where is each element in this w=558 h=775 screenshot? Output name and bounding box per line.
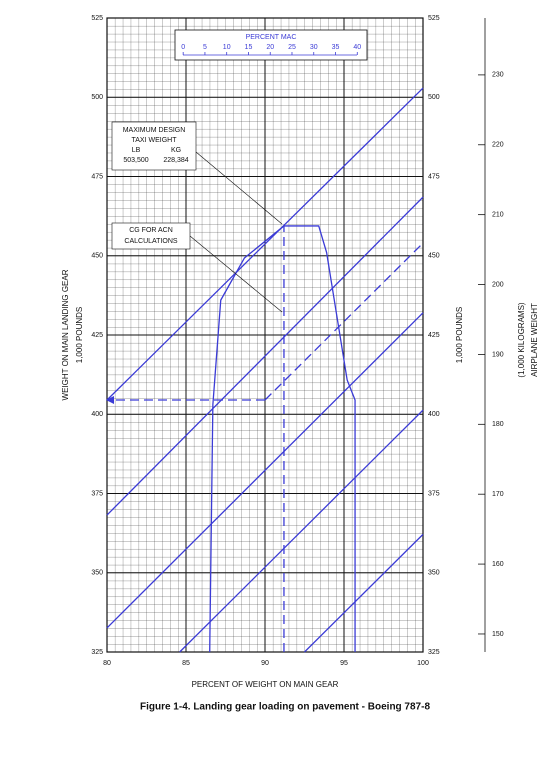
y-tick-label: 500 xyxy=(91,94,103,101)
y-tick-label: 400 xyxy=(91,411,103,418)
x-tick-label: 90 xyxy=(261,660,269,667)
y-right-tick-label: 375 xyxy=(428,490,440,497)
y-tick-label: 450 xyxy=(91,253,103,260)
x2-tick-label: 0 xyxy=(181,44,185,51)
marks xyxy=(106,17,424,653)
y2-axis-label: (1,000 KILOGRAMS) xyxy=(517,302,526,377)
annotation-text: TAXI WEIGHT xyxy=(132,137,178,144)
series-line xyxy=(264,242,424,401)
y2-tick-label: 180 xyxy=(492,421,504,428)
annotation-text: LB xyxy=(132,147,141,154)
annotation-text: CG FOR ACN xyxy=(129,227,173,234)
y2-tick-label: 220 xyxy=(492,142,504,149)
y2-tick-label: 230 xyxy=(492,72,504,79)
y-tick-label: 375 xyxy=(91,490,103,497)
y-right-label: 1,000 POUNDS xyxy=(455,307,464,363)
y-right-tick-label: 325 xyxy=(428,649,440,656)
y-right-tick-label: 450 xyxy=(428,253,440,260)
y-right-tick-label: 350 xyxy=(428,570,440,577)
annotation-text: 228,384 xyxy=(163,157,188,164)
x2-tick-label: 35 xyxy=(332,44,340,51)
x-tick-label: 95 xyxy=(340,660,348,667)
annotation-text: 503,500 xyxy=(123,157,148,164)
y2-tick-label: 160 xyxy=(492,561,504,568)
y2-axis-label: AIRPLANE WEIGHT xyxy=(530,303,539,377)
y2-tick-label: 170 xyxy=(492,491,504,498)
x-axis-label: PERCENT OF WEIGHT ON MAIN GEAR xyxy=(192,680,339,689)
series-line xyxy=(304,533,424,653)
y-tick-label: 475 xyxy=(91,173,103,180)
x2-tick-label: 5 xyxy=(203,44,207,51)
y2-tick-label: 210 xyxy=(492,212,504,219)
x2-tick-label: 25 xyxy=(288,44,296,51)
x2-label: PERCENT MAC xyxy=(246,34,297,41)
x2-tick-label: 40 xyxy=(353,44,361,51)
y-right-tick-label: 425 xyxy=(428,332,440,339)
y2-tick-label: 150 xyxy=(492,631,504,638)
y2-tick-label: 190 xyxy=(492,351,504,358)
y-tick-label: 525 xyxy=(91,15,103,22)
annotation-text: CALCULATIONS xyxy=(124,238,177,245)
x2-tick-label: 10 xyxy=(223,44,231,51)
series-line xyxy=(106,312,424,629)
series-line xyxy=(106,196,424,516)
annotation-text: KG xyxy=(171,147,181,154)
y-tick-label: 350 xyxy=(91,570,103,577)
y2-tick-label: 200 xyxy=(492,281,504,288)
x2-tick-label: 20 xyxy=(266,44,274,51)
series-line xyxy=(209,225,356,653)
y-right-tick-label: 475 xyxy=(428,173,440,180)
x-tick-label: 85 xyxy=(182,660,190,667)
leader-line xyxy=(189,235,283,313)
y-axis-label: WEIGHT ON MAIN LANDING GEAR xyxy=(61,269,70,400)
x-tick-label: 80 xyxy=(103,660,111,667)
x-tick-label: 100 xyxy=(417,660,429,667)
y-axis-label: 1,000 POUNDS xyxy=(75,307,84,363)
x2-tick-label: 30 xyxy=(310,44,318,51)
series-line xyxy=(106,87,424,401)
leader-line xyxy=(195,151,283,225)
annotation-box xyxy=(111,121,197,171)
x2-tick-label: 15 xyxy=(245,44,253,51)
y-tick-label: 325 xyxy=(91,649,103,656)
y-right-tick-label: 500 xyxy=(428,94,440,101)
y-right-tick-label: 400 xyxy=(428,411,440,418)
caption: Figure 1-4. Landing gear loading on pave… xyxy=(140,702,430,713)
annotation-text: MAXIMUM DESIGN xyxy=(123,127,186,134)
annotation-box xyxy=(111,222,191,250)
y-right-tick-label: 525 xyxy=(428,15,440,22)
y-tick-label: 425 xyxy=(91,332,103,339)
series-line xyxy=(179,409,424,653)
